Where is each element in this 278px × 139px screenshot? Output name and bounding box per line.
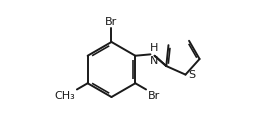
Text: Br: Br bbox=[105, 17, 118, 27]
Text: Br: Br bbox=[147, 91, 160, 101]
Text: N: N bbox=[150, 56, 158, 66]
Text: CH₃: CH₃ bbox=[55, 91, 76, 101]
Text: S: S bbox=[188, 70, 195, 80]
Text: H: H bbox=[150, 43, 158, 53]
